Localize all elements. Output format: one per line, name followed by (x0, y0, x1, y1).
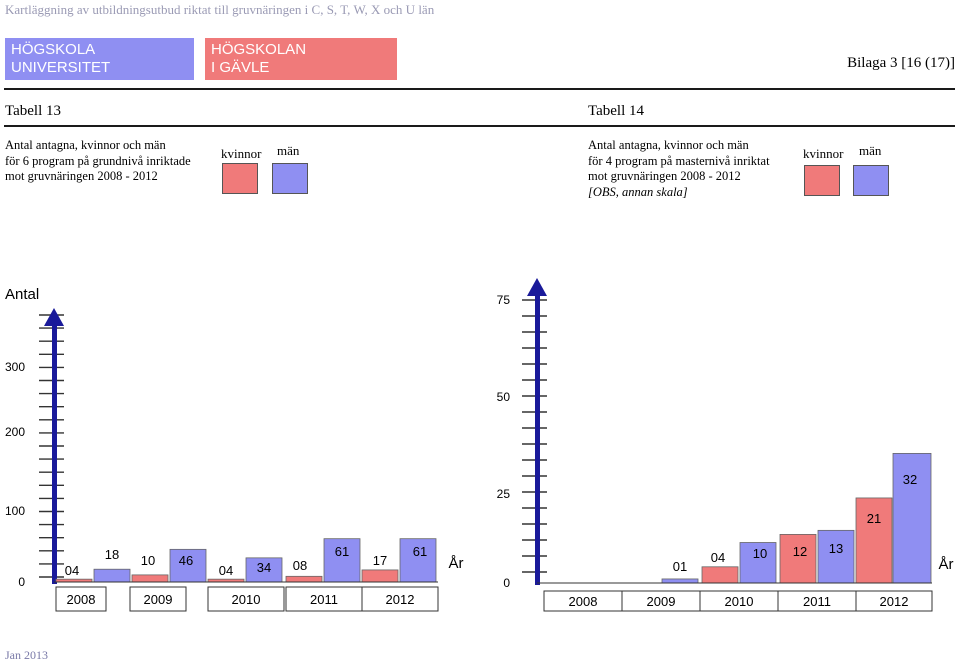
left-ytick-label: 300 (5, 360, 25, 374)
right-data-label-man: 32 (903, 472, 917, 487)
left-year-box (207, 586, 285, 612)
right-year-label: 2012 (880, 594, 909, 609)
right-bar-man (892, 452, 932, 584)
right-bar-kvinnor (855, 497, 893, 584)
right-chart: 0 25 50 75 04 12 21 01 10 13 32 2008 2009 2010 2011 201… (497, 278, 954, 612)
left-data-label-kvinnor: 04 (219, 563, 233, 578)
left-legend-man-swatch (272, 163, 308, 194)
right-year-label: 2010 (725, 594, 754, 609)
left-bar-man (399, 538, 437, 583)
right-data-label-kvinnor: 21 (867, 511, 881, 526)
hig-logo-line1: HÖGSKOLAN (211, 41, 307, 58)
left-year-box (129, 586, 187, 612)
right-y-axis-arrow (527, 278, 547, 296)
left-data-label-man: 18 (105, 547, 119, 562)
hig-logo-line2: I GÄVLE (211, 59, 270, 76)
right-bar-kvinnor (779, 534, 817, 584)
right-legend-kvinnor-swatch (804, 165, 840, 196)
right-bar-kvinnor (701, 566, 739, 584)
left-year-label: 2012 (386, 592, 415, 607)
right-desc-line: mot gruvnäringen 2008 - 2012 (588, 169, 741, 183)
header-rule (4, 88, 955, 90)
left-description: Antal antagna, kvinnor och män för 6 pro… (5, 138, 191, 185)
left-data-label-kvinnor: 08 (293, 558, 307, 573)
right-desc-note: [OBS, annan skala] (588, 184, 688, 199)
right-table-label: Tabell 14 (588, 103, 645, 119)
left-data-label-kvinnor: 10 (141, 553, 155, 568)
right-ytick-label: 25 (497, 487, 511, 501)
right-year-label: 2008 (569, 594, 598, 609)
right-bar-man (817, 529, 855, 584)
hu-logo: HÖGSKOLA UNIVERSITET (5, 38, 194, 80)
right-legend-man-label: män (859, 143, 882, 158)
left-ylabel: Antal (5, 286, 39, 303)
right-desc-line: för 4 program på masternivå inriktat (588, 153, 770, 168)
left-bar-kvinnor (131, 574, 169, 583)
right-xlabel: År (939, 556, 954, 573)
right-year-label: 2009 (647, 594, 676, 609)
left-chart: 0 100 200 300 Antal 04 10 04 08 17 18 46 34 61 61 2008 2… (5, 286, 464, 612)
left-y-axis (52, 324, 57, 584)
table-rule (4, 125, 955, 127)
left-data-label-man: 46 (179, 553, 193, 568)
left-bar-kvinnor (285, 575, 323, 583)
left-ytick-label: 0 (18, 575, 25, 589)
hu-logo-line1: HÖGSKOLA (11, 41, 96, 58)
left-year-box (285, 586, 363, 612)
left-data-label-kvinnor: 04 (65, 563, 79, 578)
right-ytick-label: 50 (497, 390, 511, 404)
left-ytick-label: 100 (5, 504, 25, 518)
left-year-label: 2011 (310, 592, 338, 607)
left-bar-man (169, 548, 207, 583)
right-y-axis (535, 294, 540, 585)
left-desc-line: för 6 program på grundnivå inriktade (5, 153, 191, 168)
right-bar-man (661, 578, 699, 584)
right-data-label-man: 10 (753, 546, 767, 561)
left-xlabel: År (449, 555, 464, 572)
hig-logo: HÖGSKOLAN I GÄVLE (205, 38, 397, 80)
left-bar-man (245, 557, 283, 583)
right-legend-man-swatch (853, 165, 889, 196)
right-ytick-label: 0 (503, 576, 510, 590)
right-desc-line: Antal antagna, kvinnor och män (588, 138, 749, 152)
left-table-label: Tabell 13 (5, 103, 62, 119)
left-bar-man (93, 568, 131, 583)
footer-date: Jan 2013 (5, 648, 48, 662)
left-year-box (55, 586, 107, 612)
right-ytick-label: 75 (497, 293, 511, 307)
left-y-axis-arrow (44, 308, 64, 326)
left-year-box (361, 586, 439, 612)
right-data-label-kvinnor: 12 (793, 544, 807, 559)
left-legend-man-label: män (277, 143, 300, 158)
left-year-label: 2010 (232, 592, 261, 607)
document-title: Kartläggning av utbildningsutbud riktat … (5, 2, 435, 17)
left-desc-line: Antal antagna, kvinnor och män (5, 138, 166, 152)
left-bar-man (323, 538, 361, 583)
appendix-label: Bilaga 3 [16 (17)] (847, 55, 955, 71)
right-legend-kvinnor-label: kvinnor (803, 146, 844, 161)
right-year-label: 2011 (803, 594, 831, 609)
right-data-label-man: 13 (829, 541, 843, 556)
left-bar-kvinnor (361, 569, 399, 583)
left-legend-kvinnor-label: kvinnor (221, 146, 262, 161)
left-legend-kvinnor-swatch (222, 163, 258, 194)
left-ytick-label: 200 (5, 425, 25, 439)
left-desc-line: mot gruvnäringen 2008 - 2012 (5, 169, 158, 183)
hu-logo-line2: UNIVERSITET (11, 59, 111, 76)
left-year-label: 2009 (144, 592, 173, 607)
right-data-label-kvinnor: 04 (711, 550, 725, 565)
right-data-label-man: 01 (673, 559, 687, 574)
left-data-label-kvinnor: 17 (373, 553, 387, 568)
right-description: Antal antagna, kvinnor och män för 4 pro… (588, 138, 770, 200)
left-data-label-man: 34 (257, 560, 271, 575)
left-data-label-man: 61 (413, 544, 427, 559)
right-year-box (855, 590, 933, 612)
left-year-label: 2008 (67, 592, 96, 607)
left-data-label-man: 61 (335, 544, 349, 559)
